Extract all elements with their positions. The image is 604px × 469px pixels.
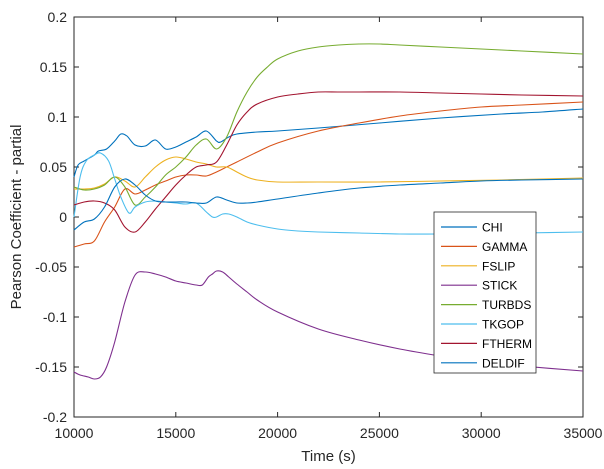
series-line-gamma [73, 101, 584, 248]
x-axis-title: Time (s) [301, 448, 355, 465]
y-tick-label: -0.05 [35, 259, 67, 275]
legend-label-stick: STICK [482, 279, 517, 293]
x-tick-label: 35000 [564, 425, 603, 441]
x-tick-label: 25000 [360, 425, 399, 441]
legend-label-turbds: TURBDS [482, 298, 531, 312]
legend-label-ftherm: FTHERM [482, 337, 532, 351]
series-line-ftherm [73, 91, 584, 233]
x-tick-label: 10000 [55, 425, 94, 441]
legend-label-tkgop: TKGOP [482, 318, 524, 332]
series-line-turbds [73, 43, 584, 206]
legend-label-deldif: DELDIF [482, 356, 525, 370]
y-axis-title: Pearson Coefficient - partial [8, 125, 25, 310]
series-line-deldif [73, 178, 584, 231]
legend-label-chi: CHI [482, 221, 503, 235]
legend: CHI GAMMA FSLIP STICK TURBDS TKGOP FTHERM DELDI… [433, 211, 537, 374]
x-tick-label: 30000 [462, 425, 501, 441]
y-tick-label: 0.15 [40, 59, 67, 75]
y-tick-label: 0.2 [48, 9, 68, 25]
axis-ticks: 10000 15000 20000 25000 30000 35000 -0.2 -0.15 -… [35, 9, 603, 441]
y-tick-label: -0.1 [43, 309, 67, 325]
x-tick-label: 20000 [258, 425, 297, 441]
legend-label-gamma: GAMMA [482, 240, 527, 254]
series-line-stick [73, 270, 584, 380]
legend-label-fslip: FSLIP [482, 259, 515, 273]
x-tick-label: 15000 [156, 425, 195, 441]
y-tick-label: -0.2 [43, 409, 67, 425]
y-tick-label: 0 [59, 209, 67, 225]
series-lines [73, 43, 584, 380]
legend-box [433, 211, 537, 374]
series-line-tkgop [73, 152, 584, 235]
y-tick-label: 0.05 [40, 159, 67, 175]
y-tick-label: -0.15 [35, 359, 67, 375]
series-line-chi [73, 108, 584, 178]
y-tick-label: 0.1 [48, 109, 68, 125]
